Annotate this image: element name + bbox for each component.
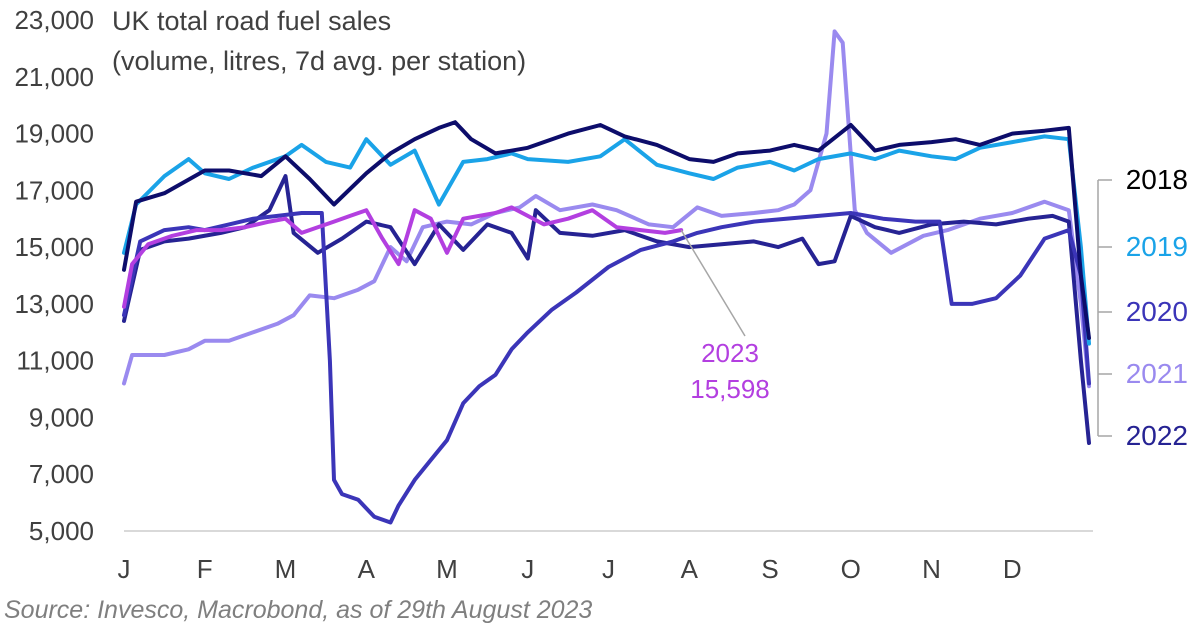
legend-label-2018: 2018	[1126, 164, 1188, 195]
x-tick-label: M	[275, 554, 297, 584]
legend: 2018 2019 2020 2021 2022	[1097, 164, 1188, 451]
x-tick-label: A	[358, 554, 376, 584]
x-tick-label: F	[197, 554, 213, 584]
legend-label-2021: 2021	[1126, 358, 1188, 389]
y-tick-label: 13,000	[14, 289, 94, 319]
x-tick-label: O	[841, 554, 861, 584]
y-tick-label: 19,000	[14, 119, 94, 149]
x-tick-label: D	[1003, 554, 1022, 584]
y-tick-label: 5,000	[29, 516, 94, 546]
y-tick-label: 9,000	[29, 402, 94, 432]
annotation-year: 2023	[701, 338, 759, 368]
legend-label-2022: 2022	[1126, 420, 1188, 451]
series-line-2023	[122, 205, 684, 309]
x-tick-label: J	[521, 554, 534, 584]
x-tick-label: S	[761, 554, 778, 584]
chart-title: UK total road fuel sales	[112, 6, 392, 36]
y-tick-label: 7,000	[29, 459, 94, 489]
y-tick-label: 21,000	[14, 62, 94, 92]
series-line-2021	[122, 29, 1091, 389]
source-note: Source: Invesco, Macrobond, as of 29th A…	[4, 596, 593, 624]
x-tick-label: J	[118, 554, 131, 584]
annotation-leader	[680, 229, 746, 337]
legend-label-2020: 2020	[1126, 296, 1188, 327]
y-tick-label: 23,000	[14, 5, 94, 35]
legend-label-2019: 2019	[1126, 231, 1188, 262]
series-line-2019	[122, 134, 1091, 346]
x-tick-label: A	[681, 554, 699, 584]
x-tick-label: N	[922, 554, 941, 584]
series-lines	[122, 29, 1091, 525]
series-line-2020	[122, 211, 1091, 525]
chart-subtitle: (volume, litres, 7d avg. per station)	[112, 46, 527, 76]
y-tick-label: 17,000	[14, 175, 94, 205]
annotation-value: 15,598	[690, 374, 770, 404]
y-tick-label: 15,000	[14, 232, 94, 262]
x-tick-label: J	[602, 554, 615, 584]
series-line-2018	[122, 120, 1091, 340]
y-axis-ticks: 5,000 7,000 9,000 11,000 13,000 15,000 17,000 1…	[14, 5, 94, 546]
x-tick-label: M	[436, 554, 458, 584]
annotation-2023: 2023 15,598	[680, 229, 770, 404]
y-tick-label: 11,000	[16, 346, 94, 376]
series-line-2022	[122, 174, 1091, 445]
